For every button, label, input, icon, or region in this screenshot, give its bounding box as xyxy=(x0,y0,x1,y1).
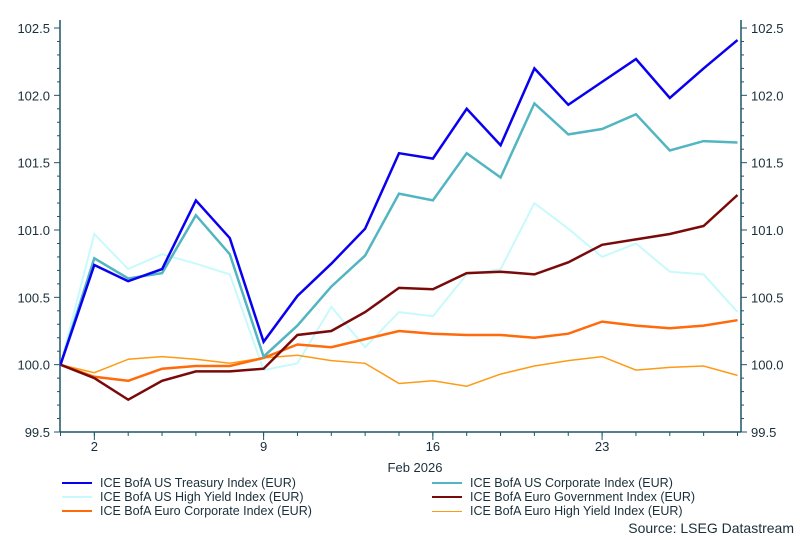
x-tick-label: 23 xyxy=(595,439,609,454)
y-tick-label-right: 102.0 xyxy=(751,88,784,103)
x-tick-label: 9 xyxy=(260,439,267,454)
legend-item: ICE BofA Euro Government Index (EUR) xyxy=(432,490,695,504)
series-line-0 xyxy=(59,39,739,366)
legend-swatch xyxy=(62,482,92,484)
x-tick-label: 2 xyxy=(91,439,98,454)
legend-swatch xyxy=(432,510,462,512)
legend-label: ICE BofA Euro Government Index (EUR) xyxy=(470,490,696,504)
y-tick-label-right: 99.5 xyxy=(751,425,776,440)
legend-label: ICE BofA US Treasury Index (EUR) xyxy=(100,476,296,490)
y-tick-label-right: 101.0 xyxy=(751,223,784,238)
series-line-4 xyxy=(60,318,738,383)
x-tick-label: 16 xyxy=(426,439,440,454)
legend-label: ICE BofA US High Yield Index (EUR) xyxy=(100,490,304,504)
y-tick-label-right: 101.5 xyxy=(751,156,784,171)
y-tick-label-right: 102.5 xyxy=(751,21,784,36)
y-tick-label-left: 101.5 xyxy=(17,156,50,171)
series-line-2 xyxy=(59,201,739,372)
legend-label: ICE BofA Euro Corporate Index (EUR) xyxy=(100,504,312,518)
legend-label: ICE BofA US Corporate Index (EUR) xyxy=(470,476,673,490)
series-line-5 xyxy=(60,354,738,387)
legend-label: ICE BofA Euro High Yield Index (EUR) xyxy=(470,504,683,518)
legend-item: ICE BofA Euro Corporate Index (EUR) xyxy=(62,504,312,518)
y-tick-label-right: 100.5 xyxy=(751,290,784,305)
line-chart: 99.5 99.5 100.0 100.0 100.5 100.5 101.0 101.0 10… xyxy=(17,20,784,475)
axes: 99.5 99.5 100.0 100.0 100.5 100.5 101.0 101.0 10… xyxy=(17,20,784,454)
x-axis-label: Feb 2026 xyxy=(388,460,443,475)
legend-swatch xyxy=(62,496,92,498)
legend-item: ICE BofA US Treasury Index (EUR) xyxy=(62,476,296,490)
source-note: Source: LSEG Datastream xyxy=(628,520,794,536)
y-tick-label-left: 100.5 xyxy=(17,290,50,305)
y-tick-label-left: 102.0 xyxy=(17,88,50,103)
y-tick-label-left: 100.0 xyxy=(17,358,50,373)
legend-item: ICE BofA US Corporate Index (EUR) xyxy=(432,476,673,490)
series-line-3 xyxy=(60,194,739,402)
legend-item: ICE BofA Euro High Yield Index (EUR) xyxy=(432,504,683,518)
y-tick-label-left: 102.5 xyxy=(17,21,50,36)
series-line-1 xyxy=(59,101,738,366)
legend-item: ICE BofA US High Yield Index (EUR) xyxy=(62,490,304,504)
y-tick-label-right: 100.0 xyxy=(751,358,784,373)
legend-swatch xyxy=(432,496,462,498)
legend-swatch xyxy=(62,510,92,512)
y-tick-label-left: 99.5 xyxy=(25,425,50,440)
legend: ICE BofA US Treasury Index (EUR) ICE Bof… xyxy=(0,476,800,520)
legend-swatch xyxy=(432,482,462,484)
series-lines xyxy=(59,39,739,402)
y-tick-label-left: 101.0 xyxy=(17,223,50,238)
